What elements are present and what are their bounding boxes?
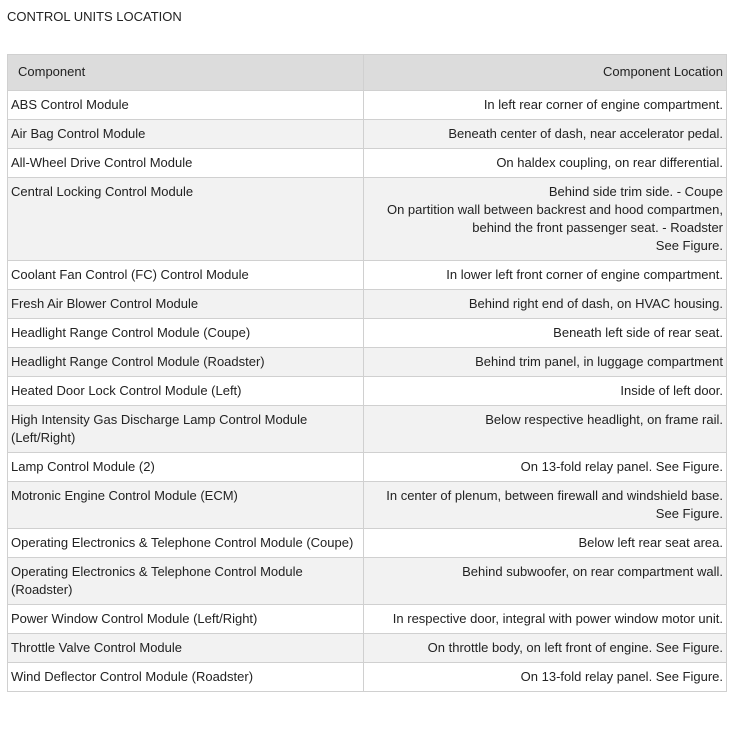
location-cell: In lower left front corner of engine com… [363,260,727,290]
column-header: Component [7,54,364,91]
location-cell: Below left rear seat area. [363,528,727,558]
table-row: Headlight Range Control Module (Coupe) Be… [7,318,727,348]
location-line: See Figure. [655,238,723,253]
table-row: All-Wheel Drive Control Module On haldex … [7,148,727,178]
location-cell: On 13-fold relay panel. See Figure. [363,452,727,482]
location-cell: On 13-fold relay panel. See Figure. [363,662,727,692]
location-cell: Inside of left door. [363,376,727,406]
location-cell: On haldex coupling, on rear differential… [363,148,727,178]
location-cell: Beneath left side of rear seat. [363,318,727,348]
location-cell: Behind trim panel, in luggage compartmen… [363,347,727,377]
table-row: Operating Electronics & Telephone Contro… [7,557,727,605]
location-cell: Behind right end of dash, on HVAC housin… [363,289,727,319]
table-row: Power Window Control Module (Left/Right)… [7,604,727,634]
component-cell: Headlight Range Control Module (Coupe) [7,318,364,348]
table-row: ABS Control Module In left rear corner of… [7,90,727,120]
location-cell: In respective door, integral with power … [363,604,727,634]
component-cell: Heated Door Lock Control Module (Left) [7,376,364,406]
control-units-table: Component Component Location ABS Control… [7,54,727,692]
component-cell: Fresh Air Blower Control Module [7,289,364,319]
table-row: Motronic Engine Control Module (ECM) In c… [7,481,727,529]
table-body: ABS Control Module In left rear corner of… [7,90,727,692]
location-cell: Behind side trim side. - Coupe On partiti… [363,177,727,261]
location-line: On partition wall between backrest and h… [386,202,723,235]
component-cell: Central Locking Control Module [7,177,364,261]
component-cell: All-Wheel Drive Control Module [7,148,364,178]
component-cell: Lamp Control Module (2) [7,452,364,482]
column-header: Component Location [363,54,727,91]
component-cell: Operating Electronics & Telephone Contro… [7,557,364,605]
table-head: Component Component Location [7,54,727,91]
table-row: Central Locking Control Module Behind sid… [7,177,727,261]
table-row: Lamp Control Module (2) On 13-fold relay … [7,452,727,482]
table-row: Coolant Fan Control (FC) Control Module I… [7,260,727,290]
component-cell: Coolant Fan Control (FC) Control Module [7,260,364,290]
location-cell: On throttle body, on left front of engin… [363,633,727,663]
page-title: CONTROL UNITS LOCATION [7,9,182,24]
component-cell: Wind Deflector Control Module (Roadster) [7,662,364,692]
component-cell: Air Bag Control Module [7,119,364,149]
location-cell: In center of plenum, between firewall an… [363,481,727,529]
location-cell: Behind subwoofer, on rear compartment wa… [363,557,727,605]
table-row: Operating Electronics & Telephone Contro… [7,528,727,558]
table-row: Air Bag Control Module Beneath center of … [7,119,727,149]
table-row: Fresh Air Blower Control Module Behind ri… [7,289,727,319]
location-cell: In left rear corner of engine compartmen… [363,90,727,120]
table-row: Throttle Valve Control Module On throttle… [7,633,727,663]
component-cell: Motronic Engine Control Module (ECM) [7,481,364,529]
location-line: Behind side trim side. - Coupe [548,184,723,199]
table-row: High Intensity Gas Discharge Lamp Contro… [7,405,727,453]
component-cell: Power Window Control Module (Left/Right) [7,604,364,634]
header-row: Component Component Location [7,54,727,91]
component-cell: Headlight Range Control Module (Roadster… [7,347,364,377]
location-cell: Beneath center of dash, near accelerator… [363,119,727,149]
location-cell: Below respective headlight, on frame rai… [363,405,727,453]
component-cell: High Intensity Gas Discharge Lamp Contro… [7,405,364,453]
component-cell: ABS Control Module [7,90,364,120]
table-row: Headlight Range Control Module (Roadster… [7,347,727,377]
component-cell: Throttle Valve Control Module [7,633,364,663]
table-row: Wind Deflector Control Module (Roadster)… [7,662,727,692]
component-cell: Operating Electronics & Telephone Contro… [7,528,364,558]
table-row: Heated Door Lock Control Module (Left) In… [7,376,727,406]
